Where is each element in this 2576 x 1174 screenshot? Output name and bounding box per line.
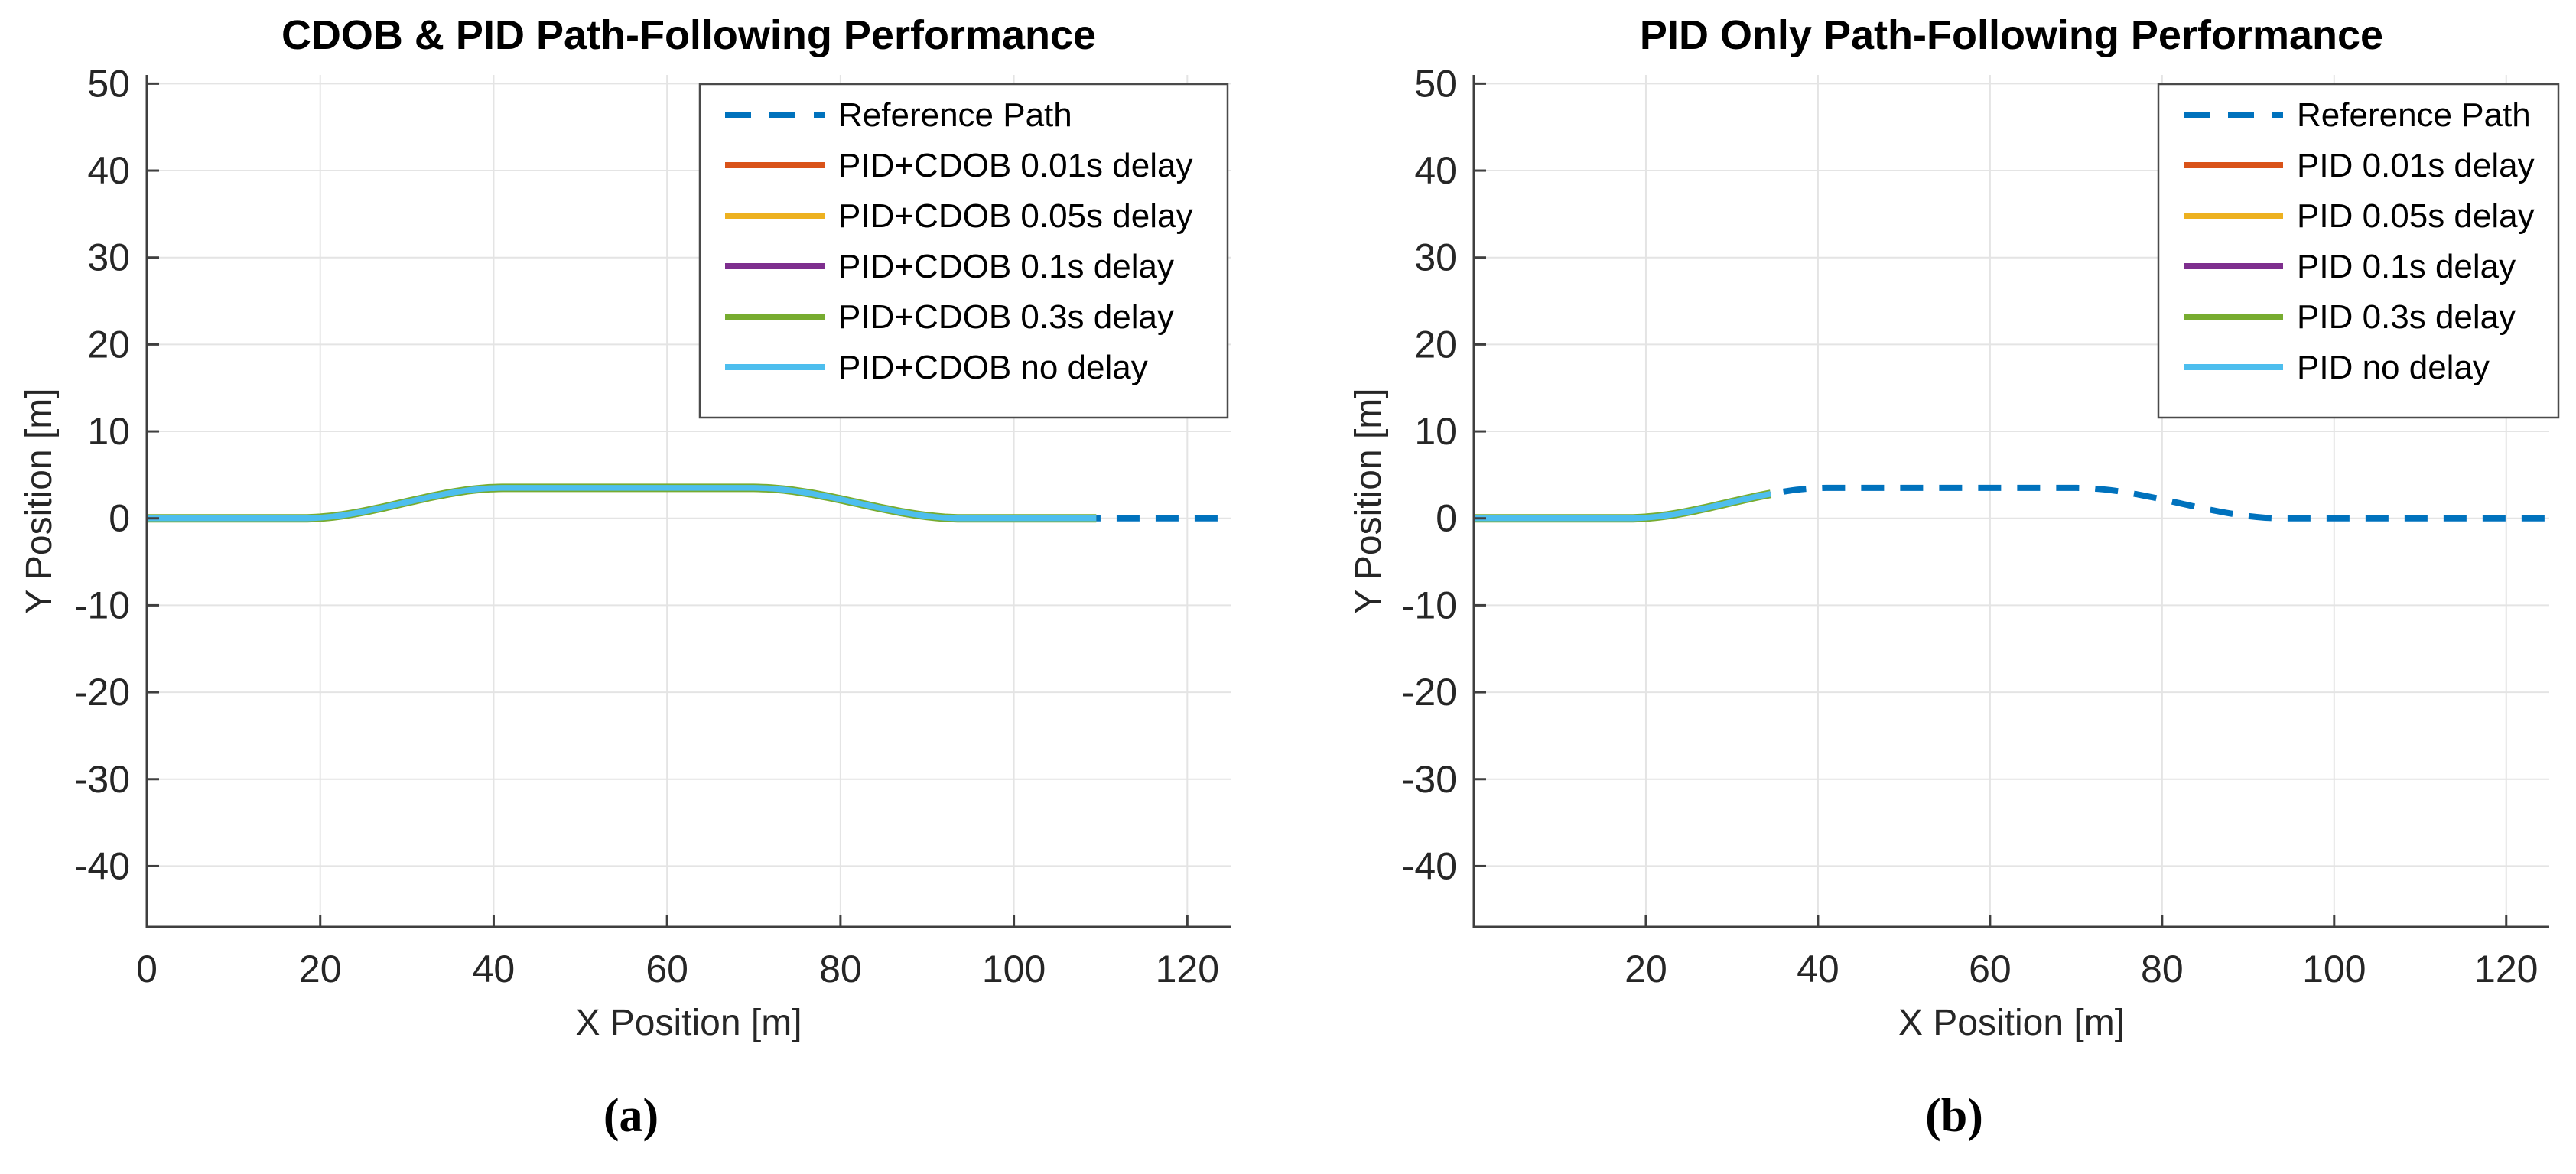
legend-box [2157,83,2560,419]
y-tick-label: 10 [87,410,130,453]
legend-item[interactable]: Reference Path [2184,96,2531,134]
legend-item[interactable]: PID 0.3s delay [2184,298,2516,336]
series-curve [1474,491,1771,522]
x-tick-label: 60 [1969,948,2012,990]
legend: Reference Path PID 0.01s delay PID 0.05s d… [2157,83,2560,419]
legend-item[interactable]: PID+CDOB 0.3s delay [725,298,1174,336]
y-tick-label: 40 [1414,149,1457,192]
y-tick-label: 30 [1414,236,1457,279]
series-curve [147,485,1097,522]
x-tick-label: 20 [1625,948,1667,990]
series-curve [147,484,1231,522]
series-curve [1474,484,2549,522]
y-tick-label: 50 [87,62,130,105]
series-curve [147,483,1097,523]
legend-item[interactable]: PID+CDOB 0.05s delay [725,197,1192,235]
y-tick-label: -10 [1402,584,1457,626]
legend-item[interactable]: PID+CDOB 0.01s delay [725,147,1192,184]
y-tick-label: 50 [1414,62,1457,105]
legend-label: PID 0.1s delay [2297,248,2516,285]
y-tick-label: 40 [87,149,130,192]
legend-label: PID+CDOB 0.1s delay [838,248,1174,285]
y-tick-label: -10 [75,584,130,626]
panel-b-x-axis-label: X Position [m] [1898,1003,2126,1043]
legend-label: PID+CDOB 0.05s delay [838,197,1192,235]
legend-label: PID no delay [2297,349,2490,386]
legend-item[interactable]: PID no delay [2184,349,2490,386]
y-tick-label: -30 [1402,758,1457,801]
caption-b: (b) [1925,1090,1983,1142]
legend: Reference Path PID+CDOB 0.01s delay PID+CD… [698,83,1229,419]
panel-b: 20 40 60 80 100 120 -40 -30 -20 -10 0 10 20 30 40 50 Ref… [1402,62,2560,990]
y-tick-label: 0 [1436,497,1457,540]
y-tick-label: -40 [1402,844,1457,887]
panel-a: 0 20 40 60 80 100 120 -40 -30 -20 -10 0 10 20 30 40 50 Re… [75,62,1231,990]
panel-a-title: CDOB & PID Path-Following Performance [281,12,1097,58]
caption-a: (a) [603,1090,659,1142]
x-tick-label: 120 [1156,948,1219,990]
panel-b-title: PID Only Path-Following Performance [1639,12,2384,58]
legend-item[interactable]: Reference Path [725,96,1072,134]
y-tick-label: -30 [75,758,130,801]
y-tick-label: 10 [1414,410,1457,453]
y-tick-label: -20 [75,671,130,714]
x-tick-label: 80 [819,948,862,990]
y-tick-label: 20 [1414,323,1457,366]
panel-a-x-axis-label: X Position [m] [575,1003,802,1043]
legend-item[interactable]: PID 0.05s delay [2184,197,2535,235]
legend-label: Reference Path [2297,96,2531,134]
x-tick-label: 0 [136,948,158,990]
legend-label: PID 0.05s delay [2297,197,2535,235]
x-tick-label: 100 [982,948,1046,990]
legend-label: PID+CDOB 0.3s delay [838,298,1174,336]
legend-box [698,83,1229,419]
panel-a-y-axis-label: Y Position [m] [19,388,60,614]
legend-item[interactable]: PID+CDOB no delay [725,349,1148,386]
y-tick-label: 0 [109,497,130,540]
y-tick-label: -20 [1402,671,1457,714]
legend-label: PID+CDOB no delay [838,349,1148,386]
y-tick-label: 30 [87,236,130,279]
legend-item[interactable]: PID+CDOB 0.1s delay [725,248,1174,285]
x-tick-label: 120 [2474,948,2538,990]
x-tick-label: 40 [1797,948,1839,990]
series-curve [147,485,1097,522]
x-tick-label: 100 [2302,948,2366,990]
series-curve [147,485,1097,522]
y-tick-label: -40 [75,844,130,887]
x-tick-label: 20 [299,948,342,990]
x-tick-label: 80 [2141,948,2184,990]
legend-item[interactable]: PID 0.01s delay [2184,147,2535,184]
y-tick-label: 20 [87,323,130,366]
x-tick-label: 60 [646,948,688,990]
legend-label: Reference Path [838,96,1072,134]
x-tick-label: 40 [473,948,516,990]
legend-label: PID+CDOB 0.01s delay [838,147,1192,184]
panel-b-y-axis-label: Y Position [m] [1348,388,1389,614]
legend-label: PID 0.01s delay [2297,147,2535,184]
legend-item[interactable]: PID 0.1s delay [2184,248,2516,285]
series-curve [147,485,1097,522]
legend-label: PID 0.3s delay [2297,298,2516,336]
